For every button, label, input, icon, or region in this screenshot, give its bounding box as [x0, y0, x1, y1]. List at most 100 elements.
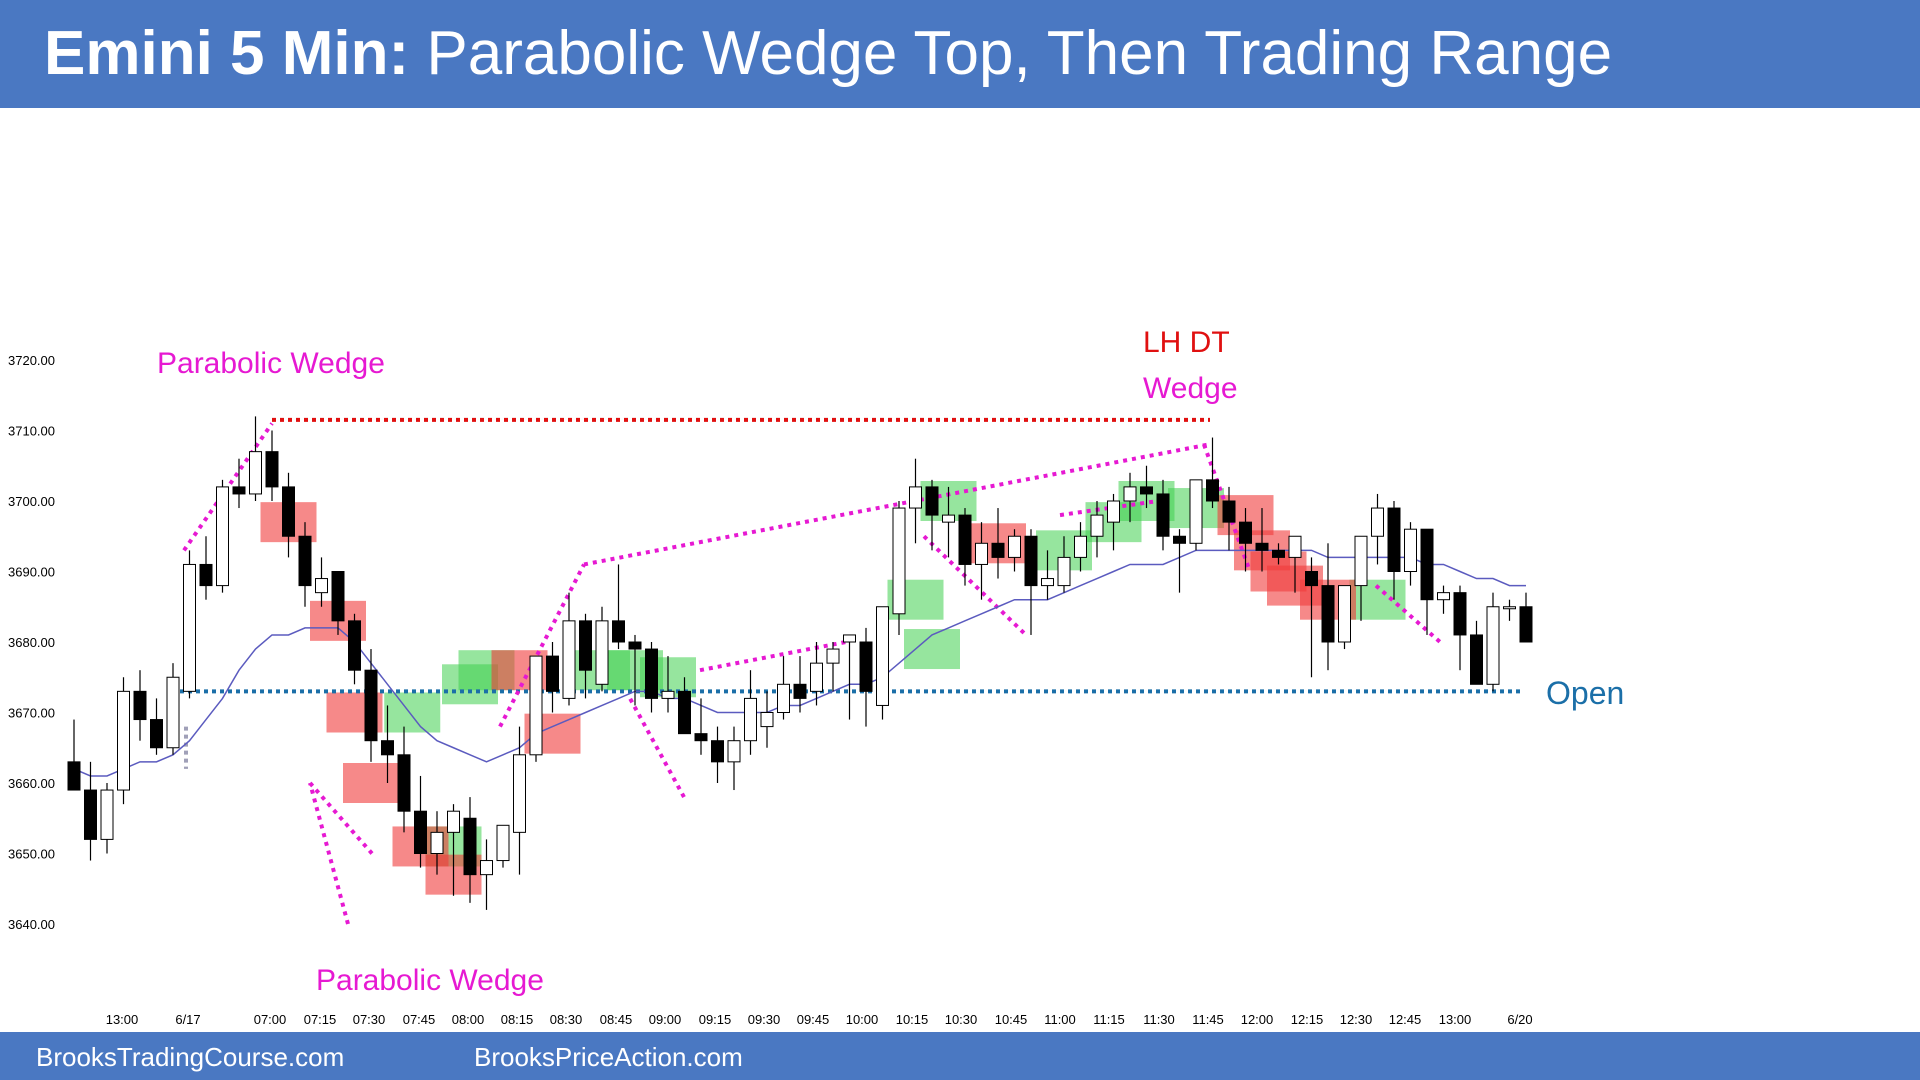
candle	[1189, 479, 1203, 551]
bear-candle-body	[1519, 606, 1533, 643]
wedge-trendline	[182, 422, 274, 552]
candle	[843, 634, 856, 720]
x-tick-label: 09:45	[797, 1012, 830, 1027]
bear-candle-body	[711, 740, 724, 763]
wedge-trendline	[699, 640, 847, 673]
y-tick-label: 3710.00	[8, 424, 55, 439]
bear-candle-body	[348, 620, 361, 671]
candle	[562, 592, 576, 706]
bear-candle-body	[1305, 571, 1318, 587]
candle	[414, 775, 427, 868]
bull-candle-body	[1486, 606, 1500, 685]
bear-candle-body	[364, 669, 378, 742]
bear-candle-body	[84, 789, 97, 840]
y-tick-label: 3690.00	[8, 565, 55, 580]
bull-candle-body	[1123, 486, 1137, 502]
wedge-trendline	[583, 442, 1209, 567]
bull-candle-body	[529, 655, 543, 756]
candle	[1239, 508, 1252, 572]
bull-candle-body	[744, 697, 757, 742]
candle	[777, 656, 790, 720]
bear-candle-body	[991, 542, 1005, 558]
candle	[1404, 522, 1417, 586]
candle	[612, 564, 625, 650]
bear-candle-body	[1222, 500, 1236, 523]
candle	[496, 824, 510, 868]
candle	[84, 761, 97, 861]
candle	[942, 486, 955, 558]
bear-candle-body	[958, 514, 972, 565]
candle	[529, 655, 543, 762]
x-tick-label: 12:30	[1340, 1012, 1373, 1027]
bull-candle-body	[496, 824, 510, 862]
candle	[1453, 585, 1467, 671]
candle	[1107, 493, 1120, 551]
bear-candle-body	[232, 486, 246, 495]
candle	[1486, 592, 1500, 692]
bull-candle-body	[117, 690, 130, 791]
annotation-labels: Parabolic Wedge Parabolic Wedge LH DT Wedge…	[157, 326, 1624, 997]
candle	[331, 571, 345, 635]
bull-candle-body	[1371, 507, 1384, 537]
candle	[909, 458, 922, 544]
bull-candle-body	[1189, 479, 1203, 544]
candle	[876, 606, 889, 720]
candle	[249, 416, 262, 501]
x-tick-label: 09:15	[699, 1012, 732, 1027]
bull-candle-body	[1090, 514, 1104, 537]
bull-candle-body	[661, 690, 675, 699]
candle	[859, 627, 873, 727]
candle	[364, 649, 378, 762]
x-tick-label: 10:30	[945, 1012, 978, 1027]
x-tick-label: 6/20	[1507, 1012, 1532, 1027]
candle	[579, 613, 592, 699]
x-tick-label: 09:00	[649, 1012, 682, 1027]
bear-candle-body	[546, 655, 559, 692]
candle	[463, 797, 477, 903]
footer-link-course[interactable]: BrooksTradingCourse.com	[36, 1042, 345, 1072]
bear-candle-body	[463, 817, 477, 876]
bear-candle-body	[1024, 535, 1038, 587]
bear-candle-body	[1173, 535, 1186, 544]
bear-candle-body	[282, 486, 295, 537]
candle	[1090, 501, 1104, 558]
bear-candle-body	[1156, 493, 1170, 537]
candle	[1420, 528, 1434, 635]
bear-candle-body	[1140, 486, 1153, 495]
candle	[133, 670, 147, 741]
bull-candle-body	[1338, 585, 1351, 643]
x-tick-label: 10:45	[995, 1012, 1028, 1027]
bear-candle-body	[199, 563, 213, 587]
x-tick-label: 07:15	[304, 1012, 337, 1027]
y-tick-label: 3700.00	[8, 494, 55, 509]
wedge-trendline	[308, 782, 350, 925]
x-tick-label: 12:00	[1241, 1012, 1274, 1027]
bull-candle-body	[843, 634, 856, 643]
bull-candle-body	[447, 810, 460, 833]
wedge-trendline	[1059, 499, 1159, 518]
wedge-trendline	[498, 563, 586, 728]
bear-candle-body	[133, 690, 147, 721]
candle	[628, 634, 642, 706]
bear-candle-body	[1239, 521, 1252, 544]
bull-candle-body	[166, 676, 180, 749]
candle	[1371, 493, 1384, 565]
candle	[975, 522, 988, 600]
bear-candle-body	[265, 451, 279, 488]
footer-link-priceaction[interactable]: BrooksPriceAction.com	[474, 1042, 743, 1072]
x-tick-label: 12:15	[1291, 1012, 1324, 1027]
candle	[348, 613, 361, 685]
candle	[1387, 501, 1401, 600]
candle	[1057, 536, 1071, 593]
candle	[760, 691, 774, 748]
candle	[216, 479, 229, 593]
bear-candle-body	[628, 641, 642, 650]
candle	[315, 557, 328, 607]
x-tick-label: 13:00	[1439, 1012, 1472, 1027]
y-tick-label: 3720.00	[8, 353, 55, 368]
x-axis: 13:00 6/17 07:00 07:15 07:30 07:45 08:00 08:15 0…	[106, 1012, 1533, 1027]
candle	[1074, 522, 1087, 572]
label-wedge: Wedge	[1143, 372, 1238, 405]
bull-candle-body	[315, 578, 328, 594]
title-bold: Emini 5 Min:	[44, 19, 410, 88]
